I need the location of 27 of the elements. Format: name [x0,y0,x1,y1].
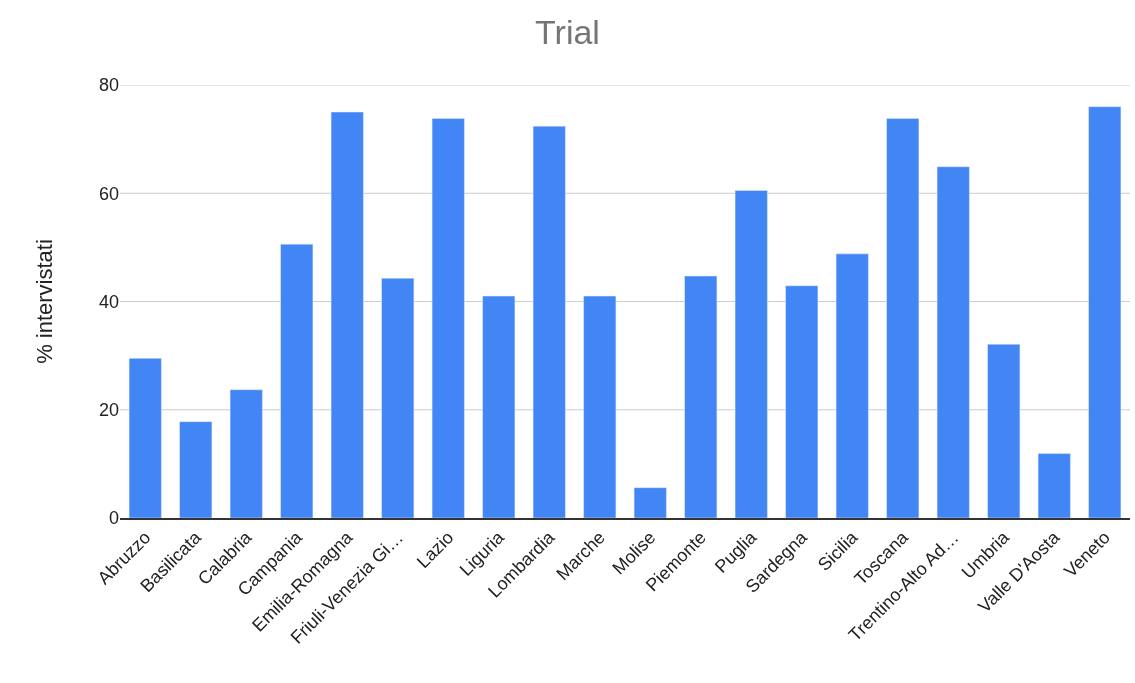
bar [684,275,718,518]
bar [1037,453,1071,518]
bar [734,190,768,518]
bar [936,166,970,518]
bar [280,243,314,518]
bar [835,253,869,518]
bar [179,421,213,518]
bar [381,277,415,518]
chart-title: Trial [535,13,600,52]
bar [330,111,364,518]
bar [229,389,263,518]
bar [785,285,819,518]
bar [128,358,162,518]
bar [482,295,516,518]
y-tick-label: 20 [98,400,119,421]
bar [532,125,566,518]
bar [633,487,667,518]
y-tick-label: 80 [98,75,119,96]
bar [431,118,465,518]
bar [1088,106,1122,518]
y-tick-label: 40 [98,291,119,312]
bar [987,344,1021,518]
y-tick-label: 60 [98,183,119,204]
y-tick-label: 0 [108,508,119,529]
bar [886,118,920,518]
bar [583,295,617,518]
y-axis-title: % intervistati [31,239,57,364]
